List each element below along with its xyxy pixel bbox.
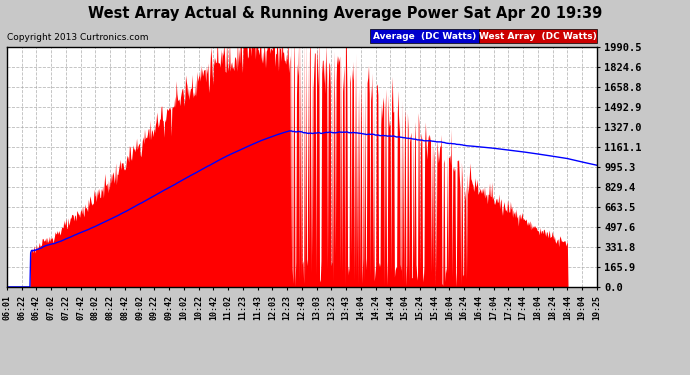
Text: West Array Actual & Running Average Power Sat Apr 20 19:39: West Array Actual & Running Average Powe… (88, 6, 602, 21)
Text: West Array  (DC Watts): West Array (DC Watts) (479, 32, 597, 40)
Text: Average  (DC Watts): Average (DC Watts) (373, 32, 476, 40)
FancyBboxPatch shape (370, 29, 479, 43)
Text: Copyright 2013 Curtronics.com: Copyright 2013 Curtronics.com (7, 33, 148, 42)
FancyBboxPatch shape (479, 29, 597, 43)
